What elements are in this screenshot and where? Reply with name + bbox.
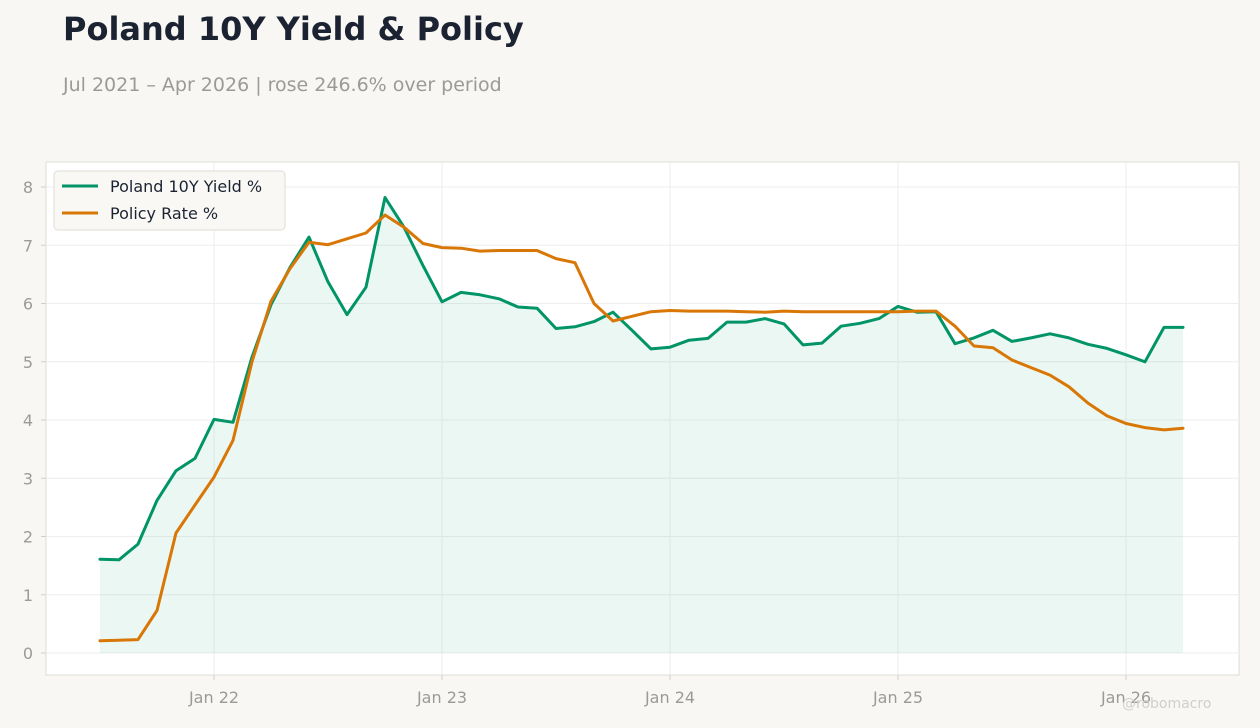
- y-tick-label: 6: [23, 295, 33, 314]
- chart-title: Poland 10Y Yield & Policy: [63, 10, 524, 48]
- x-tick-label: Jan 24: [644, 688, 695, 707]
- x-tick-label: Jan 22: [188, 688, 239, 707]
- chart-subtitle: Jul 2021 – Apr 2026 | rose 246.6% over p…: [63, 74, 502, 96]
- series-lines: [98, 196, 1185, 643]
- watermark: @robomacro: [1122, 696, 1212, 712]
- y-tick-label: 2: [23, 528, 33, 547]
- grid: [46, 162, 1239, 675]
- x-tick-label: Jan 26: [1100, 688, 1151, 707]
- plot-area: [45, 161, 1240, 676]
- y-tick-label: 8: [23, 178, 33, 197]
- legend-label: Policy Rate %: [110, 204, 218, 223]
- y-tick-label: 3: [23, 469, 33, 488]
- policy-rate-line: [98, 213, 1185, 643]
- y-tick-label: 1: [23, 586, 33, 605]
- axes: 0 1 2 3 4 5 6 7 8 Jan 22 Jan 23 Jan 24 Jan 25 Jan 26: [23, 178, 1151, 707]
- y-tick-label: 0: [23, 644, 33, 663]
- y-tick-label: 7: [23, 236, 33, 255]
- legend-box: [53, 170, 286, 231]
- y-tick-label: 4: [23, 411, 33, 430]
- legend-label: Poland 10Y Yield %: [110, 177, 262, 196]
- legend: Poland 10Y Yield % Policy Rate %: [53, 170, 286, 231]
- x-tick-label: Jan 25: [872, 688, 923, 707]
- y-tick-label: 5: [23, 353, 33, 372]
- x-tick-label: Jan 23: [416, 688, 467, 707]
